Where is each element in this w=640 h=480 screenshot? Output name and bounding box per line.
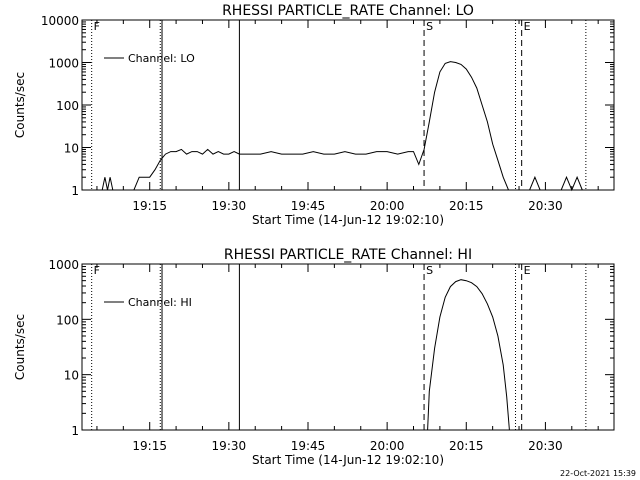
panel1-x-tick-label: 20:15 xyxy=(449,199,484,213)
panel2-y-tick-label: 10 xyxy=(64,369,79,383)
panel1-marker-label: F xyxy=(94,20,100,33)
panel1-y-axis-label: Counts/sec xyxy=(13,72,27,138)
panel1-legend-label: Channel: LO xyxy=(128,52,195,65)
panel2-x-tick-label: 20:30 xyxy=(528,439,563,453)
panel2-x-tick-label: 19:45 xyxy=(291,439,326,453)
panel2-x-tick-label: 19:15 xyxy=(132,439,167,453)
panel2-y-tick-label: 100 xyxy=(56,313,79,327)
panel2-x-axis-label: Start Time (14-Jun-12 19:02:10) xyxy=(252,453,444,467)
panel1-y-tick-label: 100 xyxy=(56,99,79,113)
panel1-title: RHESSI PARTICLE_RATE Channel: LO xyxy=(222,3,474,19)
panel2-marker-label: F xyxy=(94,264,100,277)
panel2-y-tick-label: 1000 xyxy=(48,258,79,272)
panel2-title: RHESSI PARTICLE_RATE Channel: HI xyxy=(224,247,472,263)
panel2-marker-label: E xyxy=(524,264,531,277)
panel1-y-tick-label: 10 xyxy=(64,142,79,156)
panel2-marker-label: S xyxy=(426,264,433,277)
panel1-y-tick-label: 1 xyxy=(71,184,79,198)
panel1-marker-label: S xyxy=(426,20,433,33)
panel1-x-axis-label: Start Time (14-Jun-12 19:02:10) xyxy=(252,213,444,227)
panel2-y-tick-label: 1 xyxy=(71,424,79,438)
panel1-x-tick-label: 19:30 xyxy=(212,199,247,213)
panel2-legend-label: Channel: HI xyxy=(128,296,192,309)
panel1-x-tick-label: 20:30 xyxy=(528,199,563,213)
panel1-x-tick-label: 19:45 xyxy=(291,199,326,213)
panel2-x-tick-label: 19:30 xyxy=(212,439,247,453)
panel1-marker-label: E xyxy=(524,20,531,33)
panel2-axes-frame xyxy=(81,263,615,431)
plot-timestamp: 22-Oct-2021 15:39 xyxy=(560,469,636,478)
panel2-series-line xyxy=(427,279,510,431)
panel1-x-tick-label: 20:00 xyxy=(370,199,405,213)
panel2-x-tick-label: 20:00 xyxy=(370,439,405,453)
panel1-y-tick-label: 1000 xyxy=(48,57,79,71)
panel1-y-tick-label: 10000 xyxy=(41,14,79,28)
panel2-y-axis-label: Counts/sec xyxy=(13,314,27,380)
panel1-series-line xyxy=(101,61,583,192)
panel2-x-tick-label: 20:15 xyxy=(449,439,484,453)
panel1-x-tick-label: 19:15 xyxy=(132,199,167,213)
